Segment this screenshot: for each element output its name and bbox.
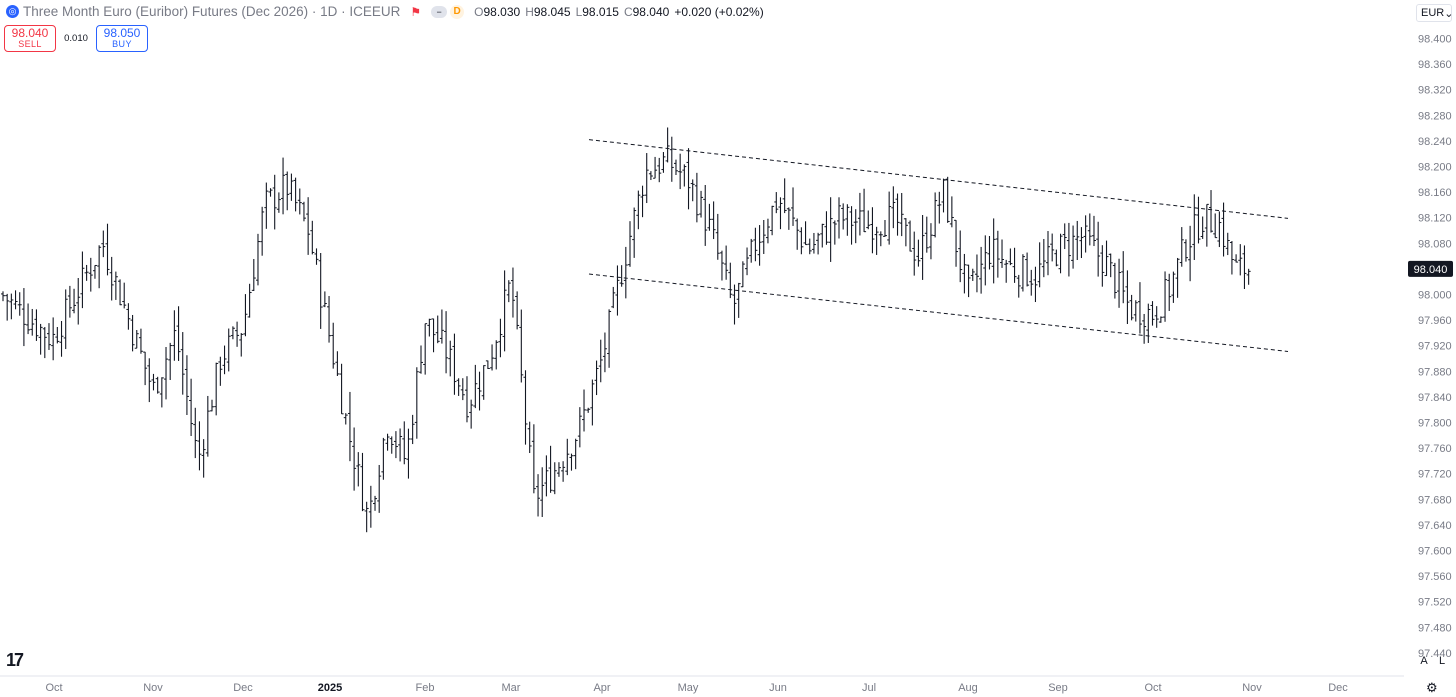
- y-tick-label: 97.520: [1418, 597, 1452, 609]
- x-tick-label: Oct: [45, 682, 62, 694]
- chart-header: ◎ Three Month Euro (Euribor) Futures (De…: [6, 4, 764, 19]
- chevron-down-icon: ⌄: [1444, 7, 1454, 20]
- trade-panel: 98.040 SELL 0.010 98.050 BUY: [4, 25, 148, 52]
- y-tick-label: 98.360: [1418, 59, 1452, 71]
- channel-lower-line: [588, 273, 1289, 352]
- channel-upper-line: [588, 139, 1289, 219]
- y-tick-label: 97.840: [1418, 392, 1452, 404]
- gear-icon[interactable]: ⚙: [1426, 680, 1438, 695]
- x-tick-label: Aug: [958, 682, 978, 694]
- change-value: +0.020 (+0.02%): [674, 4, 764, 19]
- low-value: 98.015: [582, 4, 619, 19]
- close-label: C: [623, 4, 633, 19]
- y-tick-label: 98.240: [1418, 136, 1452, 148]
- x-tick-label: Jun: [769, 682, 787, 694]
- x-tick-label: Jul: [862, 682, 876, 694]
- y-tick-label: 98.320: [1418, 85, 1452, 97]
- y-tick-label: 97.560: [1418, 571, 1452, 583]
- x-tick-label: Dec: [233, 682, 253, 694]
- y-tick-label: 97.920: [1418, 341, 1452, 353]
- buy-button[interactable]: 98.050 BUY: [96, 25, 148, 52]
- y-tick-label: 97.440: [1418, 648, 1452, 660]
- globe-icon: ◎: [6, 5, 19, 18]
- x-tick-label: May: [678, 682, 699, 694]
- y-tick-label: 98.080: [1418, 238, 1452, 250]
- y-tick-label: 97.720: [1418, 469, 1452, 481]
- sell-label: SELL: [18, 39, 42, 50]
- x-tick-label: Apr: [593, 682, 610, 694]
- high-label: H: [525, 4, 534, 19]
- y-tick-label: 97.800: [1418, 418, 1452, 430]
- y-tick-label: 97.680: [1418, 494, 1452, 506]
- x-tick-label: Sep: [1048, 682, 1068, 694]
- y-tick-label: 98.400: [1418, 34, 1452, 46]
- y-tick-label: 98.000: [1418, 290, 1452, 302]
- y-tick-label: 98.160: [1418, 187, 1452, 199]
- x-tick-label: Dec: [1328, 682, 1348, 694]
- close-value: 98.040: [632, 4, 670, 19]
- open-value: 98.030: [483, 4, 521, 19]
- spread-value: 0.010: [64, 33, 88, 44]
- buy-price: 98.050: [103, 26, 141, 41]
- tradingview-logo-icon[interactable]: 17: [6, 650, 24, 670]
- last-price-badge: [1408, 260, 1453, 277]
- y-tick-label: 98.280: [1418, 110, 1452, 122]
- status-pill[interactable]: − D: [431, 4, 465, 19]
- x-tick-label: Nov: [1242, 682, 1262, 694]
- x-tick-label: Nov: [143, 682, 163, 694]
- ohlc-readout: O98.030 H98.045 L98.015 C98.040 +0.020 (…: [474, 5, 764, 19]
- y-tick-label: 98.120: [1418, 213, 1452, 225]
- y-tick-label: 97.600: [1418, 546, 1452, 558]
- sell-button[interactable]: 98.040 SELL: [4, 25, 56, 52]
- auto-scale-button[interactable]: A: [1420, 655, 1428, 667]
- flag-icon[interactable]: ⚑: [410, 4, 422, 19]
- delayed-badge: D: [450, 4, 465, 19]
- y-tick-label: 97.480: [1418, 622, 1452, 634]
- y-tick-label: 97.880: [1418, 366, 1452, 378]
- high-value: 98.045: [533, 4, 571, 19]
- x-tick-label: Feb: [416, 682, 435, 694]
- currency-select[interactable]: EUR ⌄: [1416, 4, 1454, 22]
- buy-label: BUY: [112, 39, 132, 50]
- sell-price: 98.040: [11, 26, 49, 41]
- log-scale-button[interactable]: L: [1438, 655, 1446, 667]
- low-label: L: [575, 4, 583, 19]
- x-tick-label: Oct: [1144, 682, 1161, 694]
- last-price-label: 98.040: [1414, 264, 1448, 276]
- data-status-icon: −: [431, 5, 448, 18]
- y-tick-label: 97.640: [1418, 520, 1452, 532]
- y-tick-label: 97.760: [1418, 443, 1452, 455]
- symbol-title[interactable]: Three Month Euro (Euribor) Futures (Dec …: [23, 4, 401, 19]
- x-tick-label: Mar: [502, 682, 521, 694]
- currency-label: EUR: [1421, 7, 1445, 19]
- y-tick-label: 98.200: [1418, 162, 1452, 174]
- x-tick-label: 2025: [318, 682, 342, 694]
- open-label: O: [474, 4, 484, 19]
- y-tick-label: 97.960: [1418, 315, 1452, 327]
